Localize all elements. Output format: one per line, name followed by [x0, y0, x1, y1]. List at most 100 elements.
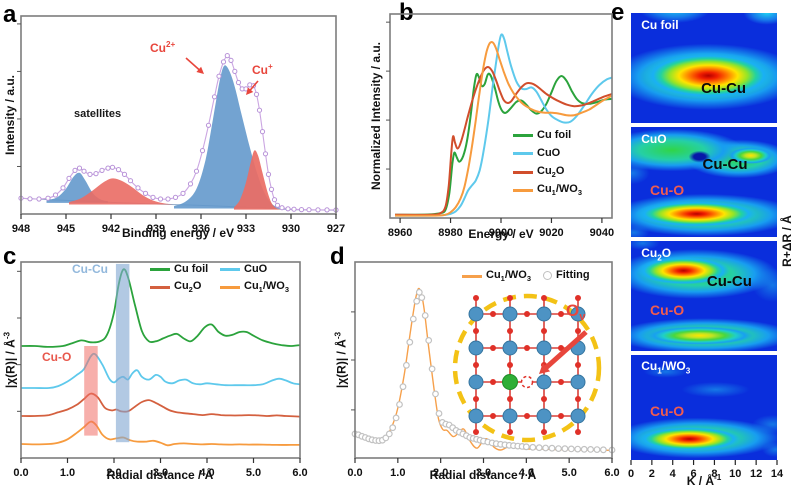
tungsten-atom [536, 374, 552, 390]
shell-label-cu-o: Cu-O [649, 182, 685, 199]
tungsten-atom [536, 408, 552, 424]
legend-item-cu-1-wo-3-: Cu1/WO3 [513, 184, 582, 197]
shell-label-cu-cu: Cu-Cu [706, 273, 752, 290]
oxygen-atom [575, 429, 581, 435]
marker-Fitting [409, 315, 417, 323]
marker-measured-envelope [243, 86, 249, 92]
legend-line-marker [513, 171, 533, 174]
marker-measured-envelope [52, 192, 59, 198]
marker-measured-envelope [256, 107, 263, 113]
panel-c-yaxis-title: |χ(R)| / Å-3 [2, 331, 18, 389]
panel-d-svg: 0.0 1.0 2.0 3.0 4.0 5.0 6.0 [347, 261, 620, 479]
tungsten-atom [468, 340, 484, 356]
legend-label: Fitting [556, 269, 590, 281]
oxygen-atom [507, 396, 513, 402]
panel-c-svg: 0.0 1.0 2.0 3.0 4.0 5.0 6.0 [13, 261, 308, 479]
marker-measured-envelope [232, 68, 238, 75]
marker-measured-envelope [99, 167, 105, 173]
marker-Fitting [522, 443, 530, 451]
panel-a-xaxis-title: Binding energy / eV [121, 226, 235, 240]
x-tick-label: 14 [771, 468, 784, 480]
oxygen-vacancy-label: Ov [566, 301, 586, 323]
shell-label-cu-cu: Cu-Cu [701, 80, 747, 98]
marker-Fitting [593, 446, 601, 454]
panel-d-yaxis-title: |χ(R)| / Å-3 [333, 331, 349, 389]
x-tick-label: 12 [750, 468, 762, 480]
vacancy-arrowhead [539, 363, 551, 374]
panel-b-letter: b [399, 0, 414, 26]
marker-measured-envelope [253, 91, 260, 98]
oxygen-atom [575, 396, 581, 402]
marker-measured-envelope [279, 205, 285, 211]
marker-Fitting [392, 414, 400, 422]
x-tick-label: 5.0 [562, 467, 577, 479]
marker-measured-envelope [262, 151, 269, 157]
marker-measured-envelope [193, 168, 200, 174]
x-tick-label: 0.0 [347, 467, 362, 479]
marker-measured-envelope [150, 194, 156, 200]
marker-measured-envelope [76, 165, 83, 171]
marker-measured-envelope [228, 57, 234, 64]
cu-cu-band-label: Cu-Cu [72, 262, 108, 276]
marker-measured-envelope [306, 207, 312, 213]
marker-measured-envelope [60, 185, 66, 191]
copper-single-atom [502, 374, 518, 390]
wavelet-map-title: CuO [641, 131, 667, 146]
marker-Fitting [580, 445, 588, 453]
legend-item-cu-foil: Cu foil [513, 130, 571, 141]
x-tick-label: 9020 [539, 227, 563, 239]
cuplus-label: Cu+ [252, 62, 273, 77]
marker-measured-envelope [165, 196, 171, 202]
oxygen-atom [541, 295, 547, 301]
panel-e-letter: e [611, 0, 625, 26]
panel-b-svg: 8960 8980 9000 9020 9040 [386, 13, 614, 239]
panel-b-yaxis-title: Normalized Intensity / a.u. [369, 41, 383, 191]
marker-Fitting [599, 446, 607, 454]
marker-Fitting [555, 445, 562, 453]
tungsten-atom [570, 374, 586, 390]
panel-c-letter: c [3, 243, 17, 270]
legend-item-fitting: Fitting [543, 270, 590, 281]
oxygen-atom [473, 328, 479, 334]
legend-item-cu-2-o: Cu2O [513, 166, 564, 179]
marker-Fitting [567, 445, 575, 453]
marker-measured-envelope [142, 190, 149, 196]
legend-label: Cu foil [174, 263, 209, 275]
wavelet-map-title: Cu1/WO3 [641, 359, 691, 376]
x-tick-label: 0 [628, 468, 634, 480]
legend-label: Cu foil [537, 129, 572, 141]
marker-measured-envelope [115, 167, 122, 173]
oxygen-atom [490, 345, 496, 351]
marker-Fitting [435, 410, 443, 417]
oxygen-atom [507, 328, 513, 334]
marker-measured-envelope [298, 207, 305, 213]
oxygen-atom [575, 362, 581, 368]
marker-Fitting [535, 444, 543, 452]
marker-measured-envelope [220, 59, 227, 65]
panel-d-xaxis-title: Radial distance / Å [429, 468, 537, 482]
marker-measured-envelope [291, 206, 297, 212]
marker-measured-envelope [205, 122, 212, 128]
legend-line-marker [150, 268, 170, 271]
marker-Fitting [389, 424, 397, 432]
marker-measured-envelope [268, 186, 275, 192]
marker-measured-envelope [211, 94, 218, 100]
panel-a-yaxis-title: Intensity / a.u. [3, 74, 17, 156]
shell-label-cu-cu: Cu-Cu [702, 155, 748, 173]
Cu-Cu-band [115, 263, 130, 443]
marker-Fitting [587, 445, 595, 453]
oxygen-atom [490, 311, 496, 317]
marker-Fitting [574, 445, 582, 453]
series-Cu2O [394, 66, 613, 216]
marker-measured-envelope [157, 196, 164, 202]
satellites-label: satellites [74, 108, 122, 120]
x-tick-label: 9040 [590, 227, 614, 239]
wavelet-map-3: Cu1/WO3 Cu-O [631, 355, 777, 460]
oxygen-atom [558, 311, 564, 317]
series-Cu1/WO3 [394, 41, 613, 217]
legend-item-cuo: CuO [220, 264, 267, 275]
oxygen-atom [541, 429, 547, 435]
x-tick-label: 2.0 [433, 467, 448, 479]
panel-c-xaxis-title: Radial distance / Å [106, 468, 214, 482]
